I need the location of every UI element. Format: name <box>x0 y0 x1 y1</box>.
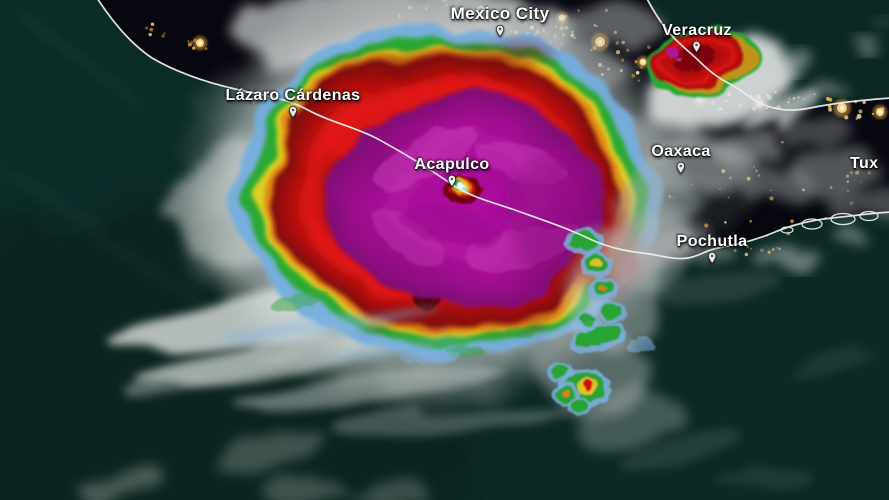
south-band-convection <box>221 289 534 364</box>
map-pin-icon <box>692 40 702 54</box>
offshore-storm-cells <box>535 323 690 453</box>
scattered-clouds <box>70 20 889 500</box>
city-label-oaxaca: Oaxaca <box>651 143 711 175</box>
coastal-lagoon <box>780 226 794 234</box>
city-name: Oaxaca <box>651 143 711 160</box>
city-label-acapulco: Acapulco <box>414 156 490 188</box>
map-pin-icon <box>707 251 717 265</box>
coastal-lagoon <box>830 212 856 226</box>
city-label-veracruz: Veracruz <box>662 22 732 54</box>
map-pin-icon <box>676 161 686 175</box>
map-pin-icon <box>495 24 505 38</box>
city-label-tuxtla-truncated: Tux <box>850 155 878 173</box>
city-name: Pochutla <box>676 233 748 250</box>
map-pin-icon <box>447 174 457 188</box>
coastal-lagoon <box>801 218 823 230</box>
hurricane-main <box>107 0 683 435</box>
city-label-lazaro-cardenas: Lázaro Cárdenas <box>225 87 361 119</box>
coastal-lagoon <box>859 210 879 222</box>
gulf-coastline <box>646 0 889 111</box>
city-name: Mexico City <box>450 4 550 23</box>
city-name: Lázaro Cárdenas <box>225 87 361 104</box>
map-pin-icon <box>288 105 298 119</box>
city-name: Veracruz <box>662 22 732 39</box>
city-name: Tux <box>850 155 879 172</box>
coastline-overlay <box>97 0 889 260</box>
city-name: Acapulco <box>414 156 490 173</box>
pacific-coastline <box>97 0 889 260</box>
city-label-pochutla: Pochutla <box>676 233 748 265</box>
city-label-mexico-city: Mexico City <box>450 4 550 38</box>
